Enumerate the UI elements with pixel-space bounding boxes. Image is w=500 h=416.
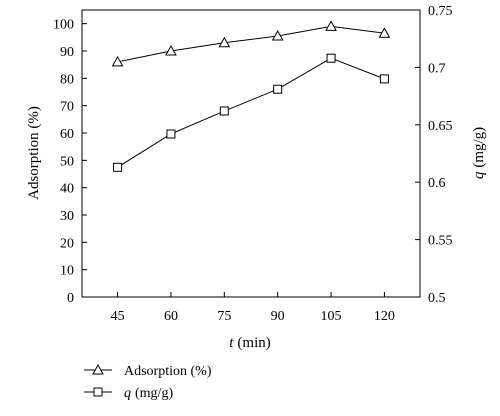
y-right-axis-label-var: q [471,171,487,179]
series-1-point-square [379,74,389,84]
legend-q-label-unit: (mg/g) [135,386,173,401]
legend-q-label-var: q [124,386,131,401]
y-left-tick-label: 40 [60,182,74,197]
y-right-tick-label: 0.6 [428,176,446,191]
series-0-point-triangle [218,36,231,48]
y-left-tick-label: 80 [60,72,74,87]
legend: Adsorption (%) q (mg/g) [84,363,212,401]
legend-q-label: q (mg/g) [124,386,173,401]
y-left-tick-label: 90 [60,45,74,60]
y-left-tick-label: 60 [60,127,74,142]
series-0-point-triangle [271,29,284,41]
series-0-point-triangle [111,55,124,67]
y-left-tick-label: 10 [60,264,74,279]
left-axis-ticks: 0 10 20 30 40 50 60 70 80 90 100 [53,18,87,306]
y-right-axis-label-unit: (mg/g) [471,127,487,168]
right-axis-ticks: 0.5 0.55 0.6 0.65 0.7 0.75 [415,4,453,306]
series-1-point-square [273,84,283,94]
y-left-tick-label: 0 [67,291,74,306]
y-left-axis-label: Adsorption (%) [26,106,42,200]
series-1-point-square [326,53,336,63]
x-axis-label: t (min) [229,335,271,351]
x-tick-label: 90 [271,309,285,324]
y-left-tick-label: 100 [53,18,74,33]
y-right-tick-label: 0.7 [428,61,446,76]
x-tick-label: 45 [111,309,125,324]
series-0-point-triangle [378,27,391,38]
y-right-tick-label: 0.55 [428,234,453,249]
x-tick-label: 75 [217,309,231,324]
series-0-point-triangle [165,44,177,56]
y-left-tick-label: 50 [60,154,74,169]
y-left-tick-label: 70 [60,100,74,115]
legend-adsorption-label: Adsorption (%) [124,364,212,379]
x-tick-label: 105 [321,309,342,324]
y-left-tick-label: 30 [60,209,74,224]
x-axis-label-var: t [229,335,234,351]
y-right-tick-label: 0.5 [428,291,446,306]
y-right-tick-label: 0.75 [428,4,453,19]
x-tick-label: 60 [164,309,178,324]
x-axis-ticks: 45 60 75 90 105 120 [111,292,395,324]
y-left-tick-label: 20 [60,236,74,251]
x-axis-label-unit: (min) [237,335,270,351]
legend-triangle-marker [92,363,104,375]
x-tick-label: 120 [374,309,395,324]
legend-square-marker [93,387,103,397]
series-0-line [117,25,385,63]
y-right-tick-label: 0.65 [428,119,453,134]
series-1-point-square [166,129,176,139]
series-layer [111,20,391,172]
series-0-point-triangle [325,20,337,31]
series-1-point-square [113,162,123,172]
series-1-point-square [219,106,229,116]
plot-frame [81,9,421,298]
series-1-line [117,57,385,168]
y-right-axis-label: q (mg/g) [471,127,487,179]
